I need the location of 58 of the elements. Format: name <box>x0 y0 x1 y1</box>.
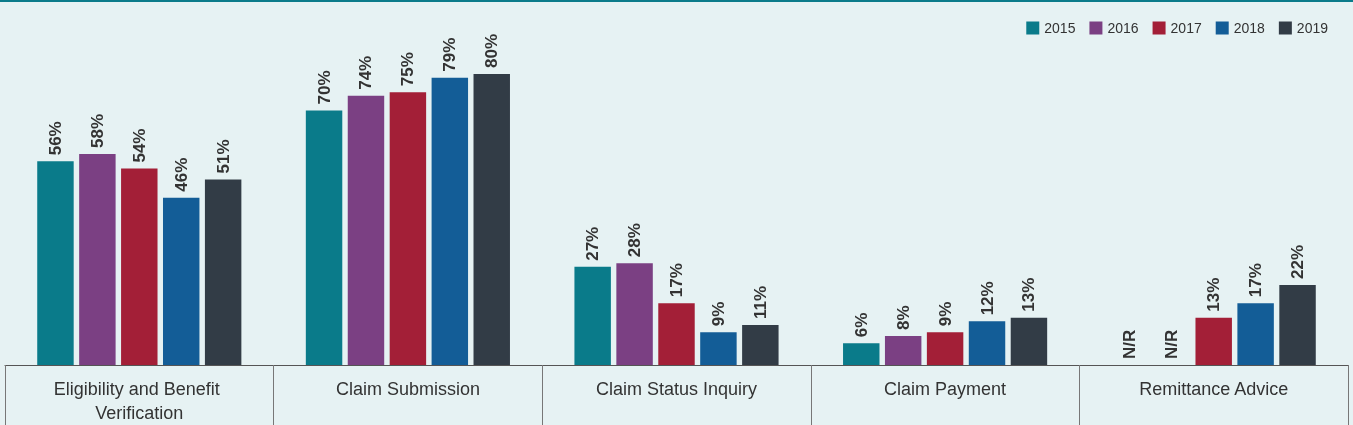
bar <box>1195 317 1232 365</box>
x-tick-label: Claim Payment <box>884 379 1007 399</box>
bar <box>1010 317 1048 365</box>
data-label: 27% <box>583 226 603 261</box>
data-label: 9% <box>935 301 955 327</box>
bar <box>473 74 510 365</box>
data-label: 80% <box>482 33 502 68</box>
data-label: 17% <box>667 263 686 298</box>
data-label: 12% <box>977 281 997 316</box>
bar <box>347 95 385 365</box>
bar <box>926 332 964 365</box>
bar <box>79 154 116 365</box>
data-label: 17% <box>1246 263 1266 298</box>
data-label: 6% <box>851 312 871 338</box>
bar <box>742 324 779 365</box>
data-label: 70% <box>314 70 334 105</box>
data-label: 28% <box>625 223 645 258</box>
legend-label: 2017 <box>1170 20 1202 36</box>
data-label: 58% <box>87 113 107 149</box>
legend-label: 2019 <box>1296 20 1329 36</box>
bar <box>37 161 74 365</box>
bar <box>700 332 737 365</box>
data-label: 22% <box>1288 244 1308 279</box>
bar <box>1237 303 1274 365</box>
legend-label: 2018 <box>1233 20 1266 36</box>
x-tick-label: Claim Submission <box>335 379 480 399</box>
legend-label: 2015 <box>1044 20 1076 36</box>
bar <box>162 197 200 365</box>
data-label: 74% <box>356 55 376 90</box>
data-label: 56% <box>45 121 65 156</box>
data-label: 13% <box>1019 277 1039 312</box>
data-label: 75% <box>398 52 418 87</box>
bar <box>121 168 158 365</box>
bar <box>884 335 922 365</box>
data-label: 46% <box>171 157 191 192</box>
data-label: 54% <box>129 128 149 163</box>
data-label: 13% <box>1204 277 1224 312</box>
text: N/R <box>1162 329 1182 359</box>
data-label: 51% <box>213 139 233 174</box>
bar <box>305 110 343 365</box>
x-tick-label: Claim Status Inquiry <box>595 379 758 399</box>
bar <box>968 321 1006 365</box>
data-label: 9% <box>708 301 728 327</box>
bar <box>574 266 611 365</box>
bar <box>389 92 427 365</box>
bar <box>1279 284 1316 365</box>
bar <box>616 263 653 365</box>
text: N/R <box>1120 329 1140 359</box>
bar <box>431 77 469 365</box>
bar <box>204 179 242 365</box>
legend-label: 2016 <box>1107 20 1139 36</box>
x-tick-label: Eligibility and Benefit Verification <box>53 379 225 423</box>
data-label: 8% <box>893 305 913 330</box>
x-tick-label: Remittance Advice <box>1139 379 1289 399</box>
data-label: 79% <box>440 37 460 72</box>
bar <box>843 343 880 365</box>
bar <box>658 303 695 365</box>
data-label: 11% <box>750 285 770 319</box>
